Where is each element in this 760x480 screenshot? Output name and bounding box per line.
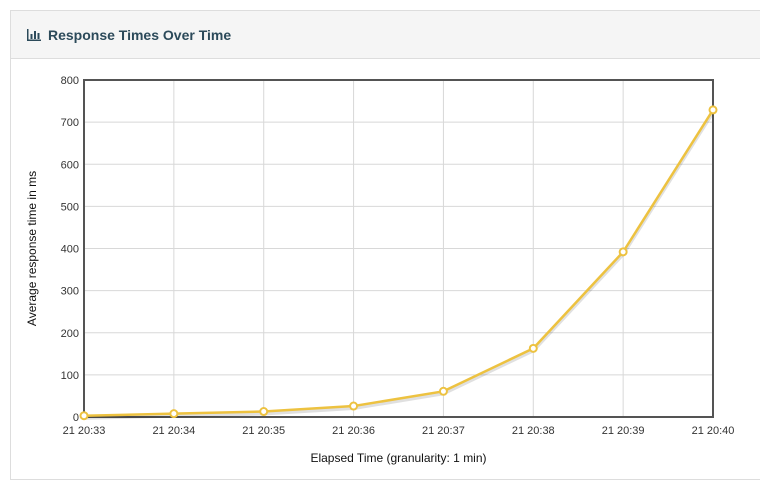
y-tick-label: 700 xyxy=(61,117,79,129)
y-axis-title: Average response time in ms xyxy=(25,171,39,326)
x-tick-label: 21 20:35 xyxy=(242,425,285,437)
y-tick-label: 200 xyxy=(61,328,79,340)
y-tick-label: 100 xyxy=(61,370,79,382)
x-tick-label: 21 20:40 xyxy=(692,425,735,437)
data-point xyxy=(259,407,269,417)
y-tick-label: 800 xyxy=(61,75,79,87)
panel-title: Response Times Over Time xyxy=(48,26,232,43)
y-tick-label: 300 xyxy=(61,286,79,298)
data-point xyxy=(79,411,89,421)
data-point xyxy=(349,401,359,411)
x-tick-label: 21 20:39 xyxy=(602,425,645,437)
x-tick-label: 21 20:34 xyxy=(152,425,195,437)
data-point xyxy=(528,343,538,353)
y-tick-label: 500 xyxy=(61,201,79,213)
x-tick-label: 21 20:36 xyxy=(332,425,375,437)
series-line-shadow xyxy=(83,110,715,420)
x-tick-label: 21 20:37 xyxy=(422,425,465,437)
x-axis-ticks: 21 20:33 21 20:34 21 20:35 21 20:36 21 20:37… xyxy=(63,425,735,437)
panel-heading: Response Times Over Time xyxy=(11,11,760,59)
y-axis-ticks: 0 100 200 300 400 500 600 700 800 xyxy=(61,75,79,424)
data-point xyxy=(618,247,628,257)
data-point xyxy=(438,386,448,396)
series-group xyxy=(79,105,718,421)
data-point xyxy=(169,409,179,419)
y-tick-label: 0 xyxy=(73,412,79,424)
chart-grid xyxy=(83,79,714,418)
x-tick-label: 21 20:38 xyxy=(512,425,555,437)
series-line xyxy=(83,109,715,417)
plot-frame xyxy=(83,79,714,418)
y-tick-label: 400 xyxy=(61,244,79,256)
data-point xyxy=(708,105,718,115)
x-axis-title: Elapsed Time (granularity: 1 min) xyxy=(310,451,486,465)
y-tick-label: 600 xyxy=(61,159,79,171)
bar-chart-icon xyxy=(26,28,42,42)
x-tick-label: 21 20:33 xyxy=(63,425,106,437)
